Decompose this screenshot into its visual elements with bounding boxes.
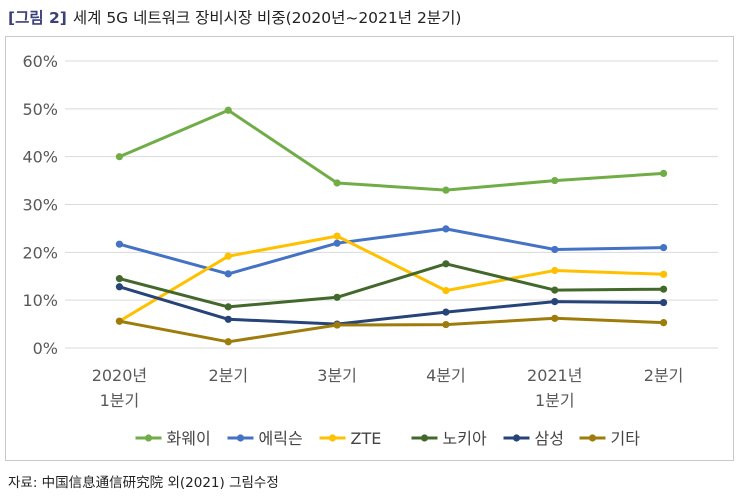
figure-title: [그림 2] 세계 5G 네트워크 장비시장 비중(2020년~2021년 2분기… bbox=[8, 6, 461, 28]
legend-marker bbox=[236, 434, 245, 442]
data-point bbox=[333, 232, 341, 240]
data-point bbox=[551, 314, 559, 322]
x-tick-label: 2021년 bbox=[527, 366, 582, 385]
data-point bbox=[224, 315, 232, 323]
data-point bbox=[442, 320, 450, 329]
data-point bbox=[659, 169, 668, 178]
legend-marker bbox=[328, 434, 337, 442]
data-point bbox=[115, 240, 124, 248]
data-point bbox=[224, 303, 232, 311]
legend-label: 에릭슨 bbox=[259, 429, 303, 448]
x-tick-label: 2020년 bbox=[92, 366, 147, 385]
data-point bbox=[333, 321, 341, 329]
y-tick-label: 40% bbox=[22, 148, 58, 167]
data-point bbox=[333, 239, 341, 247]
data-point bbox=[224, 270, 232, 278]
x-tick-label: 3분기 bbox=[317, 366, 357, 385]
legend-marker bbox=[420, 434, 429, 442]
x-tick-label: 4분기 bbox=[426, 366, 466, 385]
data-point bbox=[442, 308, 450, 316]
figure-title-text: 세계 5G 네트워크 장비시장 비중(2020년~2021년 2분기) bbox=[72, 9, 462, 27]
legend-label: 화웨이 bbox=[167, 429, 211, 448]
data-point bbox=[115, 283, 124, 291]
y-tick-label: 50% bbox=[22, 100, 58, 119]
series-line bbox=[117, 285, 666, 326]
y-tick-label: 0% bbox=[33, 339, 58, 358]
data-point bbox=[115, 153, 124, 161]
data-point bbox=[659, 243, 668, 252]
x-tick-label: 1분기 bbox=[535, 391, 575, 410]
data-point bbox=[442, 260, 450, 268]
data-point bbox=[333, 293, 341, 301]
data-point bbox=[551, 245, 559, 254]
series-line bbox=[117, 234, 666, 323]
legend-label: 기타 bbox=[611, 429, 641, 448]
legend-marker bbox=[588, 434, 597, 442]
y-tick-label: 20% bbox=[22, 243, 58, 262]
data-point bbox=[659, 270, 668, 278]
x-tick-label: 2분기 bbox=[208, 366, 248, 385]
data-point bbox=[442, 287, 450, 295]
data-point bbox=[333, 179, 341, 187]
data-point bbox=[442, 225, 450, 233]
data-point bbox=[442, 186, 450, 194]
figure-label: [그림 2] bbox=[8, 9, 67, 27]
data-point bbox=[659, 285, 668, 293]
figure-source: 자료: 中国信息通信研究院 외(2021) 그림수정 bbox=[8, 475, 279, 491]
data-point bbox=[659, 298, 668, 307]
data-point bbox=[115, 317, 124, 325]
data-point bbox=[551, 298, 559, 306]
legend-label: 삼성 bbox=[535, 429, 564, 448]
data-point bbox=[224, 252, 232, 260]
series-line bbox=[117, 227, 666, 276]
series-line bbox=[117, 262, 666, 309]
y-tick-label: 60% bbox=[22, 52, 58, 71]
y-tick-label: 10% bbox=[22, 291, 58, 310]
legend-label: ZTE bbox=[351, 429, 382, 448]
legend-marker bbox=[144, 434, 153, 442]
series-line bbox=[117, 108, 666, 192]
x-tick-label: 2분기 bbox=[644, 366, 684, 385]
data-point bbox=[659, 319, 668, 327]
legend-label: 노키아 bbox=[443, 429, 487, 448]
legend-marker bbox=[512, 434, 521, 442]
line-chart: 0% 10% 20% 30% 40% 50% 60% 2020년 1분기 2분기 3분기 4분기 202… bbox=[22, 52, 718, 448]
data-point bbox=[551, 266, 559, 275]
data-point bbox=[115, 275, 124, 283]
data-point bbox=[551, 286, 559, 294]
y-tick-label: 30% bbox=[22, 196, 58, 215]
data-point bbox=[224, 338, 232, 346]
data-point bbox=[224, 106, 232, 114]
data-point bbox=[551, 176, 559, 185]
x-tick-label: 1분기 bbox=[100, 391, 140, 410]
series-line bbox=[117, 316, 666, 344]
